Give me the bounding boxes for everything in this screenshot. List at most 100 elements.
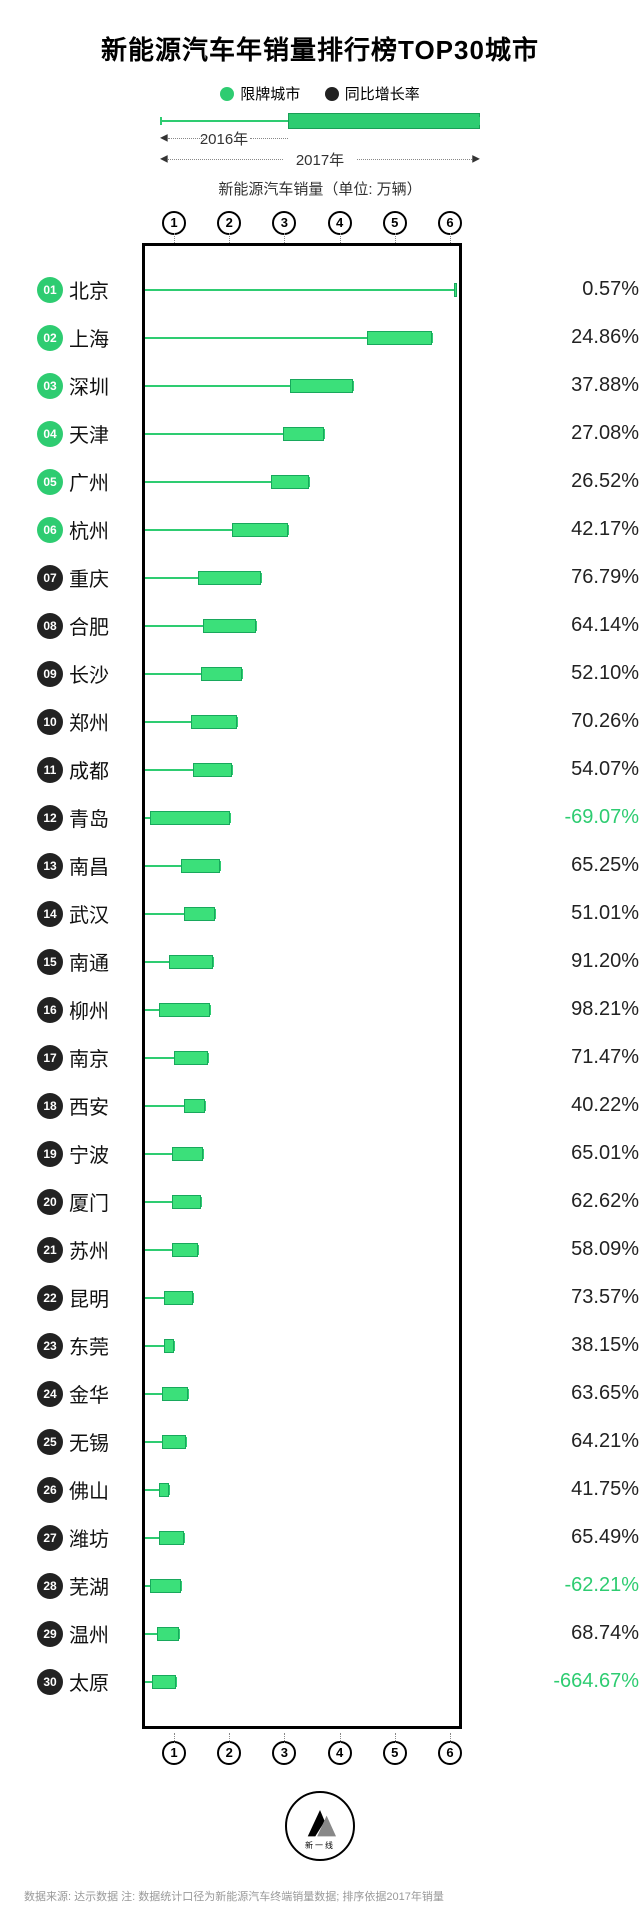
axis-tick: 2: [217, 211, 241, 235]
rank-label: 26佛山: [37, 1475, 137, 1504]
key-label-2017: ◀ 2017年 ▶: [160, 149, 480, 170]
city-name: 无锡: [69, 1427, 109, 1456]
axis-tick: 4: [328, 211, 352, 235]
axis-tick: 5: [383, 211, 407, 235]
bar-track: [145, 938, 459, 986]
growth-value: 24.86%: [469, 326, 639, 349]
rank-badge: 17: [37, 1045, 63, 1071]
rank-label: 22昆明: [37, 1283, 137, 1312]
bar-rect-growth: [150, 1579, 181, 1593]
rank-badge: 12: [37, 805, 63, 831]
city-name: 成都: [69, 755, 109, 784]
rank-badge: 24: [37, 1381, 63, 1407]
city-row: 27潍坊65.49%: [145, 1514, 459, 1562]
chart-rows: 01北京0.57%02上海24.86%03深圳37.88%04天津27.08%0…: [145, 266, 459, 1706]
rank-badge: 07: [37, 565, 63, 591]
rank-label: 20厦门: [37, 1187, 137, 1216]
rank-badge: 28: [37, 1573, 63, 1599]
growth-value: 65.25%: [469, 854, 639, 877]
growth-value: 76.79%: [469, 566, 639, 589]
rank-badge: 10: [37, 709, 63, 735]
bar-rect-growth: [172, 1195, 201, 1209]
city-name: 广州: [69, 467, 109, 496]
bar-track: [145, 1658, 459, 1706]
rank-label: 09长沙: [37, 659, 137, 688]
rank-label: 12青岛: [37, 803, 137, 832]
city-name: 南通: [69, 947, 109, 976]
axis-tick: 5: [383, 1741, 407, 1765]
bar-line-2017: [145, 289, 456, 291]
rank-label: 10郑州: [37, 707, 137, 736]
rank-label: 15南通: [37, 947, 137, 976]
rank-badge: 11: [37, 757, 63, 783]
rank-badge: 15: [37, 949, 63, 975]
growth-value: 38.15%: [469, 1334, 639, 1357]
city-row: 16柳州98.21%: [145, 986, 459, 1034]
growth-value: 71.47%: [469, 1046, 639, 1069]
bar-rect-growth: [203, 619, 256, 633]
bar-rect-growth: [367, 331, 432, 345]
bar-track: [145, 1466, 459, 1514]
bar-rect-growth: [172, 1243, 199, 1257]
city-row: 01北京0.57%: [145, 266, 459, 314]
city-name: 东莞: [69, 1331, 109, 1360]
rank-badge: 30: [37, 1669, 63, 1695]
axis-tick: 1: [162, 1741, 186, 1765]
logo-container: 新一线: [24, 1791, 616, 1864]
bar-rect-growth: [174, 1051, 208, 1065]
rank-badge: 29: [37, 1621, 63, 1647]
bar-track: [145, 698, 459, 746]
rank-badge: 19: [37, 1141, 63, 1167]
city-row: 19宁波65.01%: [145, 1130, 459, 1178]
city-name: 佛山: [69, 1475, 109, 1504]
key-label-row-2017: ◀ 2017年 ▶: [160, 149, 480, 170]
rank-badge: 21: [37, 1237, 63, 1263]
bar-rect-growth: [290, 379, 353, 393]
bar-rect-growth: [232, 523, 288, 537]
growth-value: 64.14%: [469, 614, 639, 637]
chart-box: 01北京0.57%02上海24.86%03深圳37.88%04天津27.08%0…: [142, 243, 462, 1729]
rank-label: 19宁波: [37, 1139, 137, 1168]
city-name: 武汉: [69, 899, 109, 928]
growth-value: 65.49%: [469, 1526, 639, 1549]
city-name: 南京: [69, 1043, 109, 1072]
rank-badge: 13: [37, 853, 63, 879]
city-row: 25无锡64.21%: [145, 1418, 459, 1466]
rank-label: 13南昌: [37, 851, 137, 880]
rank-label: 04天津: [37, 419, 137, 448]
footer-note: 数据来源: 达示数据 注: 数据统计口径为新能源汽车终端销量数据; 排序依据20…: [24, 1888, 616, 1904]
axis-tick: 6: [438, 1741, 462, 1765]
bar-rect-growth: [159, 1003, 210, 1017]
city-row: 15南通91.20%: [145, 938, 459, 986]
bar-track: [145, 1178, 459, 1226]
bar-rect-growth: [157, 1627, 179, 1641]
bar-track: [145, 554, 459, 602]
city-name: 郑州: [69, 707, 109, 736]
bar-track: [145, 1034, 459, 1082]
bar-track: [145, 650, 459, 698]
rank-badge: 20: [37, 1189, 63, 1215]
growth-value: 65.01%: [469, 1142, 639, 1165]
city-row: 06杭州42.17%: [145, 506, 459, 554]
growth-value: 63.65%: [469, 1382, 639, 1405]
bar-track: [145, 842, 459, 890]
rank-label: 23东莞: [37, 1331, 137, 1360]
bar-rect-growth: [159, 1531, 183, 1545]
rank-badge: 04: [37, 421, 63, 447]
city-name: 天津: [69, 419, 109, 448]
bar-track: [145, 1082, 459, 1130]
city-name: 合肥: [69, 611, 109, 640]
rank-badge: 03: [37, 373, 63, 399]
legend-label-growth: 同比增长率: [345, 83, 420, 104]
rank-label: 24金华: [37, 1379, 137, 1408]
key-example: [160, 120, 480, 122]
bar-rect-growth: [169, 955, 212, 969]
legend-dot-growth: [325, 87, 339, 101]
bar-rect-growth: [181, 859, 220, 873]
rank-badge: 01: [37, 277, 63, 303]
rank-badge: 09: [37, 661, 63, 687]
bar-rect-growth: [184, 907, 215, 921]
bar-rect-growth: [193, 763, 232, 777]
rank-badge: 05: [37, 469, 63, 495]
city-row: 03深圳37.88%: [145, 362, 459, 410]
